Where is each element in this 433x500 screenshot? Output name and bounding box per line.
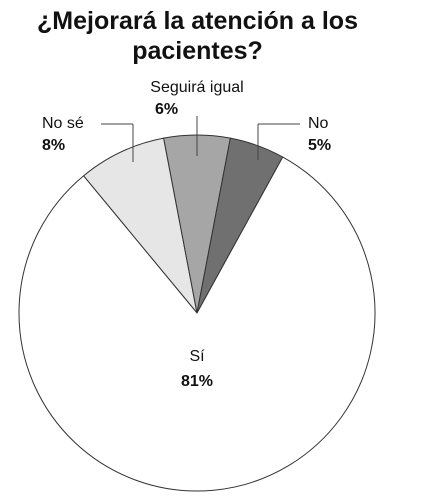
value-label: 5% [308,137,331,154]
pie-slice [82,137,198,314]
value-label: 8% [42,137,65,154]
slice-label: No [308,115,329,132]
slice-label: Seguirá igual [150,79,243,96]
value-label: 6% [155,101,178,118]
slice-label: No sé [42,115,84,132]
chart-title: ¿Mejorará la atención a los pacientes? [37,7,358,65]
value-label: 81% [181,373,213,390]
slice-label: Sí [189,348,205,365]
pie-slice [18,156,376,492]
